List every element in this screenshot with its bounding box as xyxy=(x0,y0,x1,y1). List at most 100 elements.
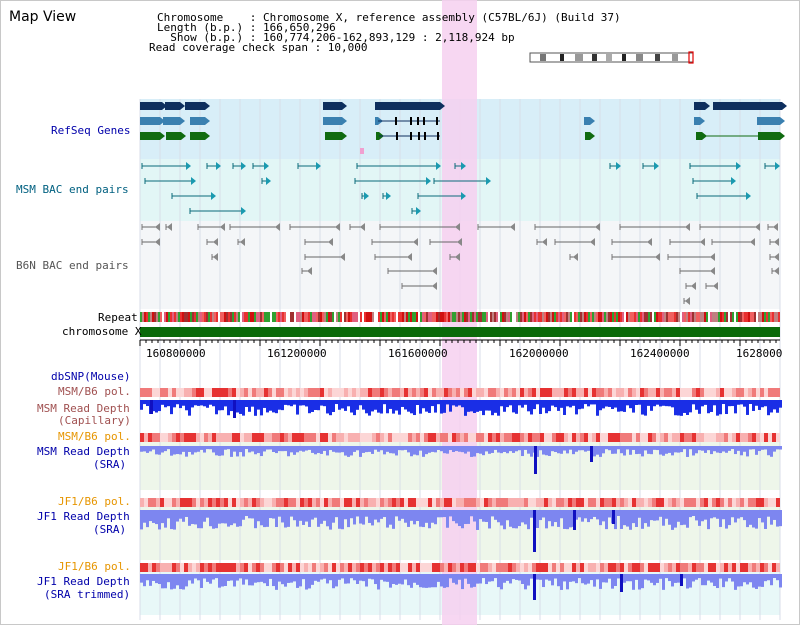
repeat-mark xyxy=(538,312,540,322)
polymorphism-mark xyxy=(768,388,772,397)
polymorphism-mark xyxy=(156,388,160,397)
repeat-mark xyxy=(186,312,188,322)
depth-bar xyxy=(203,400,206,407)
repeat-mark xyxy=(194,312,196,322)
bac-arrow xyxy=(275,223,280,231)
depth-bar xyxy=(578,574,581,579)
repeat-mark xyxy=(756,312,758,322)
polymorphism-mark xyxy=(576,498,580,507)
depth-bar xyxy=(200,574,203,588)
depth-bar xyxy=(434,510,437,525)
polymorphism-mark xyxy=(256,563,260,572)
polymorphism-mark xyxy=(668,433,672,442)
repeat-mark xyxy=(670,312,672,322)
depth-bar xyxy=(350,574,353,579)
polymorphism-mark xyxy=(248,498,252,507)
repeat-mark xyxy=(450,312,452,322)
gene-block xyxy=(163,117,180,125)
depth-bar xyxy=(149,574,152,586)
depth-bar xyxy=(566,400,569,407)
depth-bar xyxy=(362,574,365,582)
track-label-b6n-bac[interactable]: B6N BAC end pairs xyxy=(16,259,129,272)
depth-bar xyxy=(362,510,365,525)
depth-bar xyxy=(758,400,761,410)
depth-bar xyxy=(308,400,311,414)
polymorphism-mark xyxy=(184,388,188,397)
depth-bar xyxy=(572,400,575,406)
bac-arrow xyxy=(654,162,659,170)
polymorphism-mark xyxy=(188,563,192,572)
polymorphism-mark xyxy=(148,388,152,397)
depth-bar xyxy=(488,510,491,529)
depth-bar xyxy=(518,446,521,451)
depth-bar xyxy=(698,400,701,414)
bac-arrow xyxy=(416,207,421,215)
depth-bar xyxy=(170,400,173,415)
repeat-mark xyxy=(490,312,492,322)
depth-bar xyxy=(302,446,305,452)
depth-bar xyxy=(536,574,539,580)
repeat-mark xyxy=(264,312,266,322)
gene-block xyxy=(325,132,342,140)
depth-bar xyxy=(368,446,371,452)
depth-bar xyxy=(623,510,626,526)
depth-bar xyxy=(446,510,449,528)
repeat-mark xyxy=(272,312,274,322)
polymorphism-mark xyxy=(324,563,328,572)
depth-bar xyxy=(155,574,158,584)
repeat-mark xyxy=(606,312,608,322)
depth-bar xyxy=(476,574,479,584)
repeat-mark xyxy=(632,312,634,322)
depth-bar xyxy=(254,574,257,583)
polymorphism-mark xyxy=(248,433,252,442)
polymorphism-mark xyxy=(504,388,508,397)
bac-arrow xyxy=(455,253,460,261)
depth-bar xyxy=(287,446,290,457)
polymorphism-mark xyxy=(672,563,676,572)
depth-bar xyxy=(239,446,242,453)
bac-arrow xyxy=(655,253,660,261)
repeat-mark xyxy=(652,312,654,322)
gene-block xyxy=(140,132,160,140)
depth-bar xyxy=(344,574,347,584)
gene-arrow xyxy=(440,102,445,110)
polymorphism-mark xyxy=(428,498,432,507)
depth-bar xyxy=(503,574,506,583)
depth-bar xyxy=(464,510,467,525)
depth-bar xyxy=(725,400,728,415)
depth-bar xyxy=(686,400,689,415)
track-label-msm-bac[interactable]: MSM BAC end pairs xyxy=(16,183,129,196)
gene-arrow xyxy=(780,132,785,140)
depth-bar xyxy=(245,400,248,407)
polymorphism-mark xyxy=(356,433,360,442)
repeat-mark xyxy=(618,312,620,322)
repeat-mark xyxy=(312,312,314,322)
bac-arrow xyxy=(750,238,755,246)
repeat-mark xyxy=(630,312,632,322)
depth-bar xyxy=(548,446,551,456)
polymorphism-mark xyxy=(744,498,748,507)
track-label-refseq[interactable]: RefSeq Genes xyxy=(51,124,131,137)
polymorphism-mark xyxy=(736,433,740,442)
depth-bar xyxy=(743,510,746,521)
depth-bar xyxy=(470,400,473,412)
depth-bar xyxy=(248,510,251,519)
depth-bar xyxy=(194,446,197,453)
depth-bar xyxy=(548,400,551,412)
depth-bar xyxy=(758,446,761,452)
depth-bar xyxy=(251,400,254,407)
track-label-dbsnp[interactable]: dbSNP(Mouse) xyxy=(51,370,131,383)
polymorphism-mark xyxy=(608,563,612,572)
polymorphism-mark xyxy=(760,563,764,572)
repeat-mark xyxy=(228,312,230,322)
depth-bar xyxy=(245,574,248,580)
depth-bar xyxy=(620,510,623,529)
bac-arrow xyxy=(213,253,218,261)
depth-bar xyxy=(512,446,515,453)
polymorphism-mark xyxy=(224,433,228,442)
polymorphism-mark xyxy=(572,433,576,442)
gene-arrow xyxy=(160,117,165,125)
depth-bar xyxy=(725,446,728,453)
depth-bar xyxy=(695,400,698,410)
